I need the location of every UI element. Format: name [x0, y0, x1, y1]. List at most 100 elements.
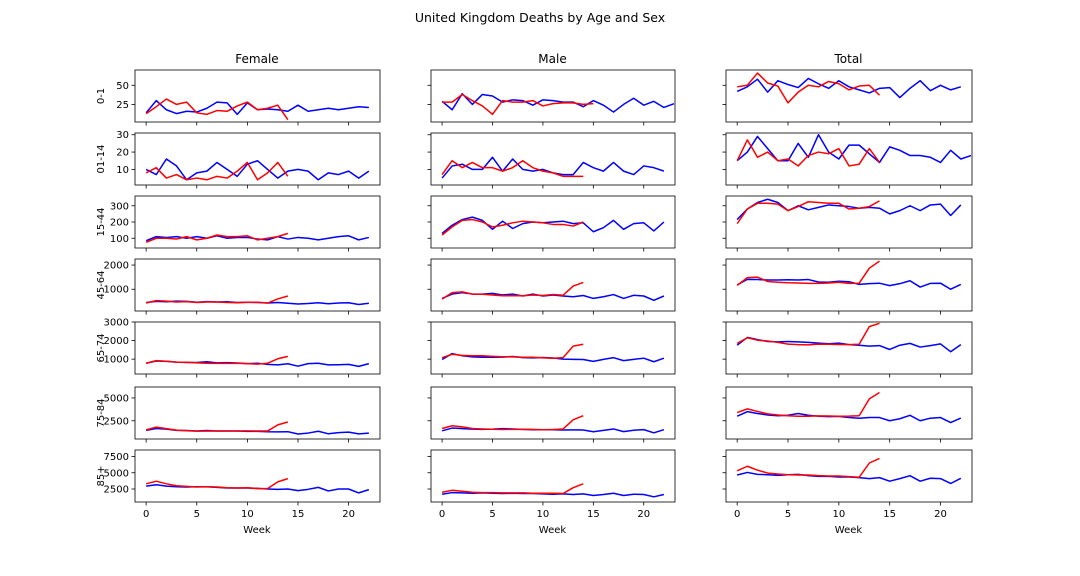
series-line-blue	[736, 133, 972, 164]
series-line-red	[145, 98, 289, 121]
panel-frame	[134, 69, 381, 123]
panel-male-45-64	[427, 258, 676, 315]
series-line-red	[737, 72, 881, 104]
x-tick-label: 5	[785, 509, 791, 520]
panel-frame	[134, 132, 381, 186]
panel-total-75-84	[722, 386, 973, 443]
y-tick-label: 5000	[104, 393, 129, 404]
series-line-red	[736, 391, 880, 417]
panel-frame	[134, 386, 381, 440]
y-tick-label: 3000	[104, 318, 129, 329]
panel-frame	[725, 69, 973, 123]
panel-male-75-84	[427, 386, 676, 443]
panel-frame	[725, 321, 973, 375]
series-line-blue	[736, 410, 962, 424]
panel-male-85+: 0 5 10 15 20	[427, 449, 676, 520]
x-tick-label: 20	[637, 509, 650, 520]
x-tick-label: 5	[194, 509, 200, 520]
series-line-red	[736, 139, 881, 167]
x-tick-label: 10	[832, 509, 845, 520]
series-line-red	[441, 343, 584, 359]
y-tick-label: 2500	[104, 416, 129, 427]
y-tick-label: 20	[116, 148, 129, 159]
panel-female-01-14: 10 20 30 01-14	[96, 130, 381, 189]
x-tick-label: 0	[143, 509, 149, 520]
panel-frame	[725, 386, 973, 440]
y-tick-label: 200	[110, 218, 129, 229]
series-line-red	[145, 161, 289, 181]
panel-frame	[134, 449, 381, 503]
panel-total-0-1	[722, 69, 973, 126]
series-line-red	[145, 421, 289, 432]
y-tick-label: 2000	[104, 261, 129, 272]
y-tick-label: 100	[110, 234, 129, 245]
series-line-red	[145, 295, 289, 304]
row-label: 0-1	[96, 88, 107, 104]
column-title-male: Male	[538, 52, 566, 66]
series-line-blue	[145, 158, 370, 181]
series-line-red	[145, 355, 289, 365]
panel-frame	[430, 449, 676, 503]
series-line-red	[736, 322, 880, 346]
panel-male-0-1	[427, 69, 676, 126]
panel-frame	[430, 132, 676, 186]
series-line-blue	[736, 77, 962, 99]
y-tick-label: 10	[116, 165, 129, 176]
series-line-red	[736, 200, 880, 225]
x-axis-label-female: Week	[243, 525, 271, 536]
row-label: 01-14	[96, 144, 107, 173]
panel-female-65-74: 1000 2000 3000 65-74	[96, 318, 381, 378]
x-tick-label: 15	[587, 509, 600, 520]
panel-male-65-74	[427, 321, 676, 378]
panel-frame	[430, 69, 676, 123]
series-line-blue	[145, 99, 369, 116]
x-tick-label: 15	[292, 509, 305, 520]
column-title-female: Female	[235, 52, 278, 66]
panel-grid: 25500-110203001-1410020030015-4410002000…	[96, 69, 973, 520]
panel-male-01-14	[427, 132, 676, 189]
panel-frame	[134, 321, 381, 375]
series-line-red	[736, 260, 880, 286]
y-tick-label: 25	[116, 100, 129, 111]
y-tick-label: 50	[116, 81, 129, 92]
row-label: 85+	[96, 465, 107, 486]
panel-frame	[430, 258, 676, 312]
panel-total-65-74	[722, 321, 973, 378]
series-line-blue	[736, 198, 962, 221]
row-label: 75-84	[96, 398, 107, 427]
x-tick-label: 10	[241, 509, 254, 520]
series-line-red	[441, 415, 584, 431]
series-line-red	[442, 93, 594, 116]
x-axis-label-male: Week	[539, 525, 567, 536]
x-tick-label: 0	[439, 509, 445, 520]
y-tick-label: 1000	[104, 355, 129, 366]
x-tick-label: 20	[934, 509, 947, 520]
series-line-red	[441, 281, 584, 300]
row-label: 15-44	[96, 207, 107, 236]
panel-female-85+: 2500 5000 7500 0 5 10 15 20 85+	[96, 449, 381, 520]
series-line-blue	[441, 92, 675, 113]
series-line-red	[441, 218, 584, 236]
series-line-blue	[441, 216, 665, 234]
x-tick-label: 10	[537, 509, 550, 520]
panel-female-0-1: 25 50 0-1	[96, 69, 381, 126]
row-label: 45-64	[96, 270, 107, 299]
x-tick-label: 15	[883, 509, 896, 520]
series-line-red	[441, 159, 584, 178]
panel-frame	[430, 321, 676, 375]
y-tick-label: 5000	[104, 468, 129, 479]
series-line-red	[145, 232, 289, 244]
x-tick-label: 0	[734, 509, 740, 520]
x-tick-label: 5	[489, 509, 495, 520]
y-tick-label: 2500	[104, 485, 129, 496]
panel-total-15-44	[722, 195, 973, 252]
panel-male-15-44	[427, 195, 676, 252]
x-axis-label-total: Week	[835, 525, 863, 536]
series-line-blue	[441, 156, 665, 179]
series-line-red	[441, 483, 584, 495]
row-label: 65-74	[96, 333, 107, 362]
